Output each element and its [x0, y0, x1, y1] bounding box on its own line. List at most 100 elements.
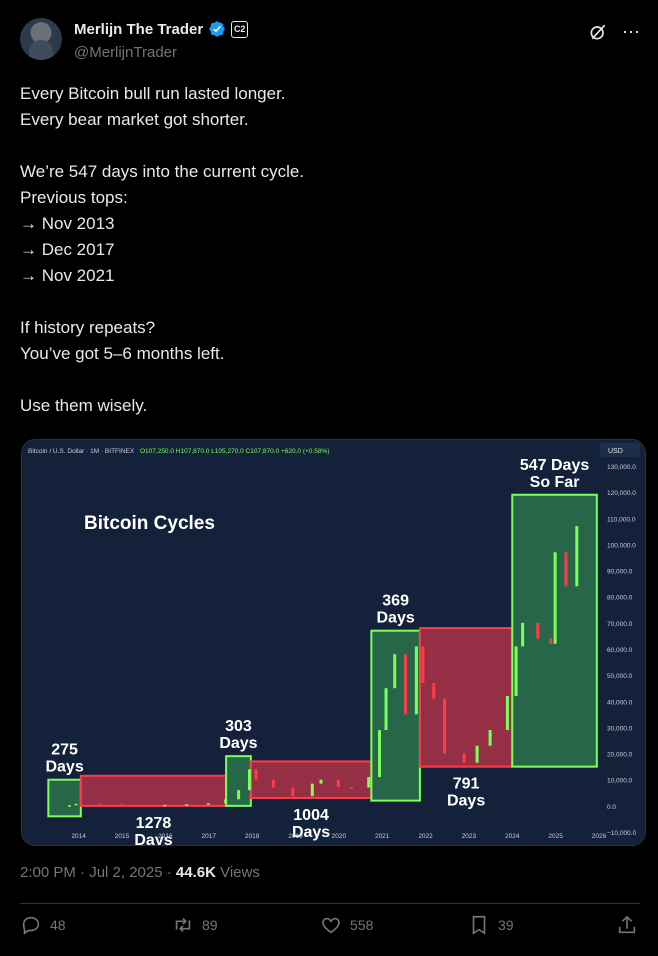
- views-label: Views: [215, 864, 260, 881]
- more-options-icon[interactable]: ⋯: [622, 22, 640, 42]
- like-button[interactable]: 558: [320, 914, 373, 936]
- price-candle: [549, 638, 553, 644]
- price-candle: [462, 753, 466, 763]
- y-tick-label: 50,000.0: [607, 673, 633, 680]
- affiliate-badge[interactable]: C2: [231, 20, 249, 38]
- y-tick-label: 60,000.0: [607, 647, 633, 654]
- price-candle: [404, 654, 408, 715]
- x-tick-label: 2014: [71, 833, 86, 840]
- y-tick-label: 10,000.0: [607, 778, 633, 785]
- x-tick-label: 2026: [592, 833, 607, 840]
- author-handle[interactable]: @MerlijnTrader: [74, 44, 178, 61]
- price-candle: [185, 804, 189, 806]
- price-candle: [553, 552, 557, 644]
- x-tick-label: 2017: [202, 833, 217, 840]
- x-tick-label: 2025: [548, 833, 563, 840]
- tweet-header: Merlijn The Trader C2 @MerlijnTrader ⋯: [20, 16, 640, 66]
- y-tick-label: 20,000.0: [607, 752, 633, 759]
- price-candle: [310, 783, 314, 797]
- author-name-row: Merlijn The Trader C2: [74, 20, 249, 38]
- y-tick-label: 80,000.0: [607, 595, 633, 602]
- chart-image[interactable]: Bitcoin / U.S. Dollar · 1M · BITFINEX O1…: [21, 439, 646, 846]
- author-avatar[interactable]: [20, 18, 62, 60]
- price-candle: [421, 646, 425, 683]
- views-count: 44.6K: [175, 864, 216, 881]
- verified-badge-icon: [209, 21, 225, 37]
- header-actions: ⋯: [588, 22, 640, 42]
- period-label: 369 Days: [377, 593, 415, 627]
- heart-icon: [322, 917, 340, 934]
- price-candle: [141, 805, 145, 807]
- y-tick-label: 40,000.0: [607, 699, 633, 706]
- reply-count: 48: [50, 917, 66, 933]
- period-label: 791 Days: [447, 776, 485, 810]
- y-tick-label: 110,000.0: [607, 516, 636, 523]
- x-tick-label: 2023: [462, 833, 477, 840]
- price-candle: [271, 779, 275, 788]
- x-tick-label: 2019: [288, 833, 303, 840]
- price-candle: [319, 779, 323, 784]
- price-candle: [336, 779, 340, 788]
- price-candle: [475, 745, 479, 763]
- reply-icon: [22, 916, 40, 935]
- price-candle: [237, 790, 241, 800]
- price-candle: [68, 805, 72, 807]
- period-label: 1278 Days: [134, 815, 172, 845]
- chart-title: Bitcoin Cycles: [84, 513, 215, 534]
- chart-ticker: Bitcoin / U.S. Dollar · 1M · BITFINEX: [28, 448, 135, 455]
- y-tick-label: 90,000.0: [607, 569, 633, 576]
- bull-period-box: [47, 778, 82, 818]
- x-tick-label: 2022: [418, 833, 433, 840]
- author-name[interactable]: Merlijn The Trader: [74, 20, 204, 38]
- bookmark-button[interactable]: 39: [468, 914, 514, 936]
- price-candle: [393, 654, 397, 689]
- bookmark-icon: [472, 915, 486, 935]
- chart-ohlc: O107,250.0 H107,870.0 L105,270.0 C107,87…: [140, 448, 329, 455]
- price-candle: [384, 688, 388, 731]
- x-tick-label: 2024: [505, 833, 520, 840]
- period-label: 547 Days So Far: [520, 457, 589, 491]
- bear-period-box: [79, 774, 228, 807]
- price-candle: [367, 777, 371, 788]
- x-tick-label: 2015: [115, 833, 130, 840]
- x-tick-label: 2018: [245, 833, 260, 840]
- action-bar: 48 89 558 39: [20, 914, 640, 948]
- timestamp[interactable]: 2:00 PM · Jul 2, 2025 ·: [20, 864, 176, 881]
- period-label: 1004 Days: [292, 807, 330, 841]
- price-candle: [443, 698, 447, 754]
- price-candle: [206, 803, 210, 805]
- price-candle: [254, 769, 258, 780]
- currency-box: [600, 443, 640, 457]
- tweet-meta: 2:00 PM · Jul 2, 2025 · 44.6K Views: [20, 864, 260, 881]
- tweet-text: Every Bitcoin bull run lasted longer. Ev…: [20, 84, 305, 415]
- repost-button[interactable]: 89: [172, 914, 218, 936]
- reply-button[interactable]: 48: [20, 914, 66, 936]
- share-button[interactable]: [616, 914, 638, 936]
- period-label: 303 Days: [219, 718, 257, 752]
- price-candle: [247, 769, 251, 791]
- like-count: 558: [350, 917, 374, 933]
- x-tick-label: 2016: [158, 833, 173, 840]
- price-candle: [98, 803, 102, 806]
- price-candle: [414, 646, 418, 715]
- price-candle: [224, 799, 228, 804]
- y-tick-label: 0.0: [607, 804, 616, 811]
- price-candle: [378, 730, 382, 778]
- price-candle: [505, 696, 509, 731]
- y-tick-label: 70,000.0: [607, 621, 633, 628]
- y-tick-label: 130,000.0: [607, 464, 636, 471]
- price-candle: [575, 526, 579, 587]
- divider: [20, 903, 640, 904]
- x-tick-label: 2020: [332, 833, 347, 840]
- price-candle: [291, 787, 295, 797]
- price-candle: [163, 804, 167, 807]
- price-candle: [432, 682, 436, 699]
- price-candle: [521, 622, 525, 647]
- share-icon: [618, 915, 636, 934]
- price-candle: [514, 646, 518, 697]
- grok-icon[interactable]: [588, 22, 608, 42]
- repost-count: 89: [202, 917, 218, 933]
- price-candle: [488, 730, 492, 746]
- bitcoin-cycles-chart: Bitcoin / U.S. Dollar · 1M · BITFINEX O1…: [22, 440, 645, 845]
- y-tick-label: 30,000.0: [607, 725, 633, 732]
